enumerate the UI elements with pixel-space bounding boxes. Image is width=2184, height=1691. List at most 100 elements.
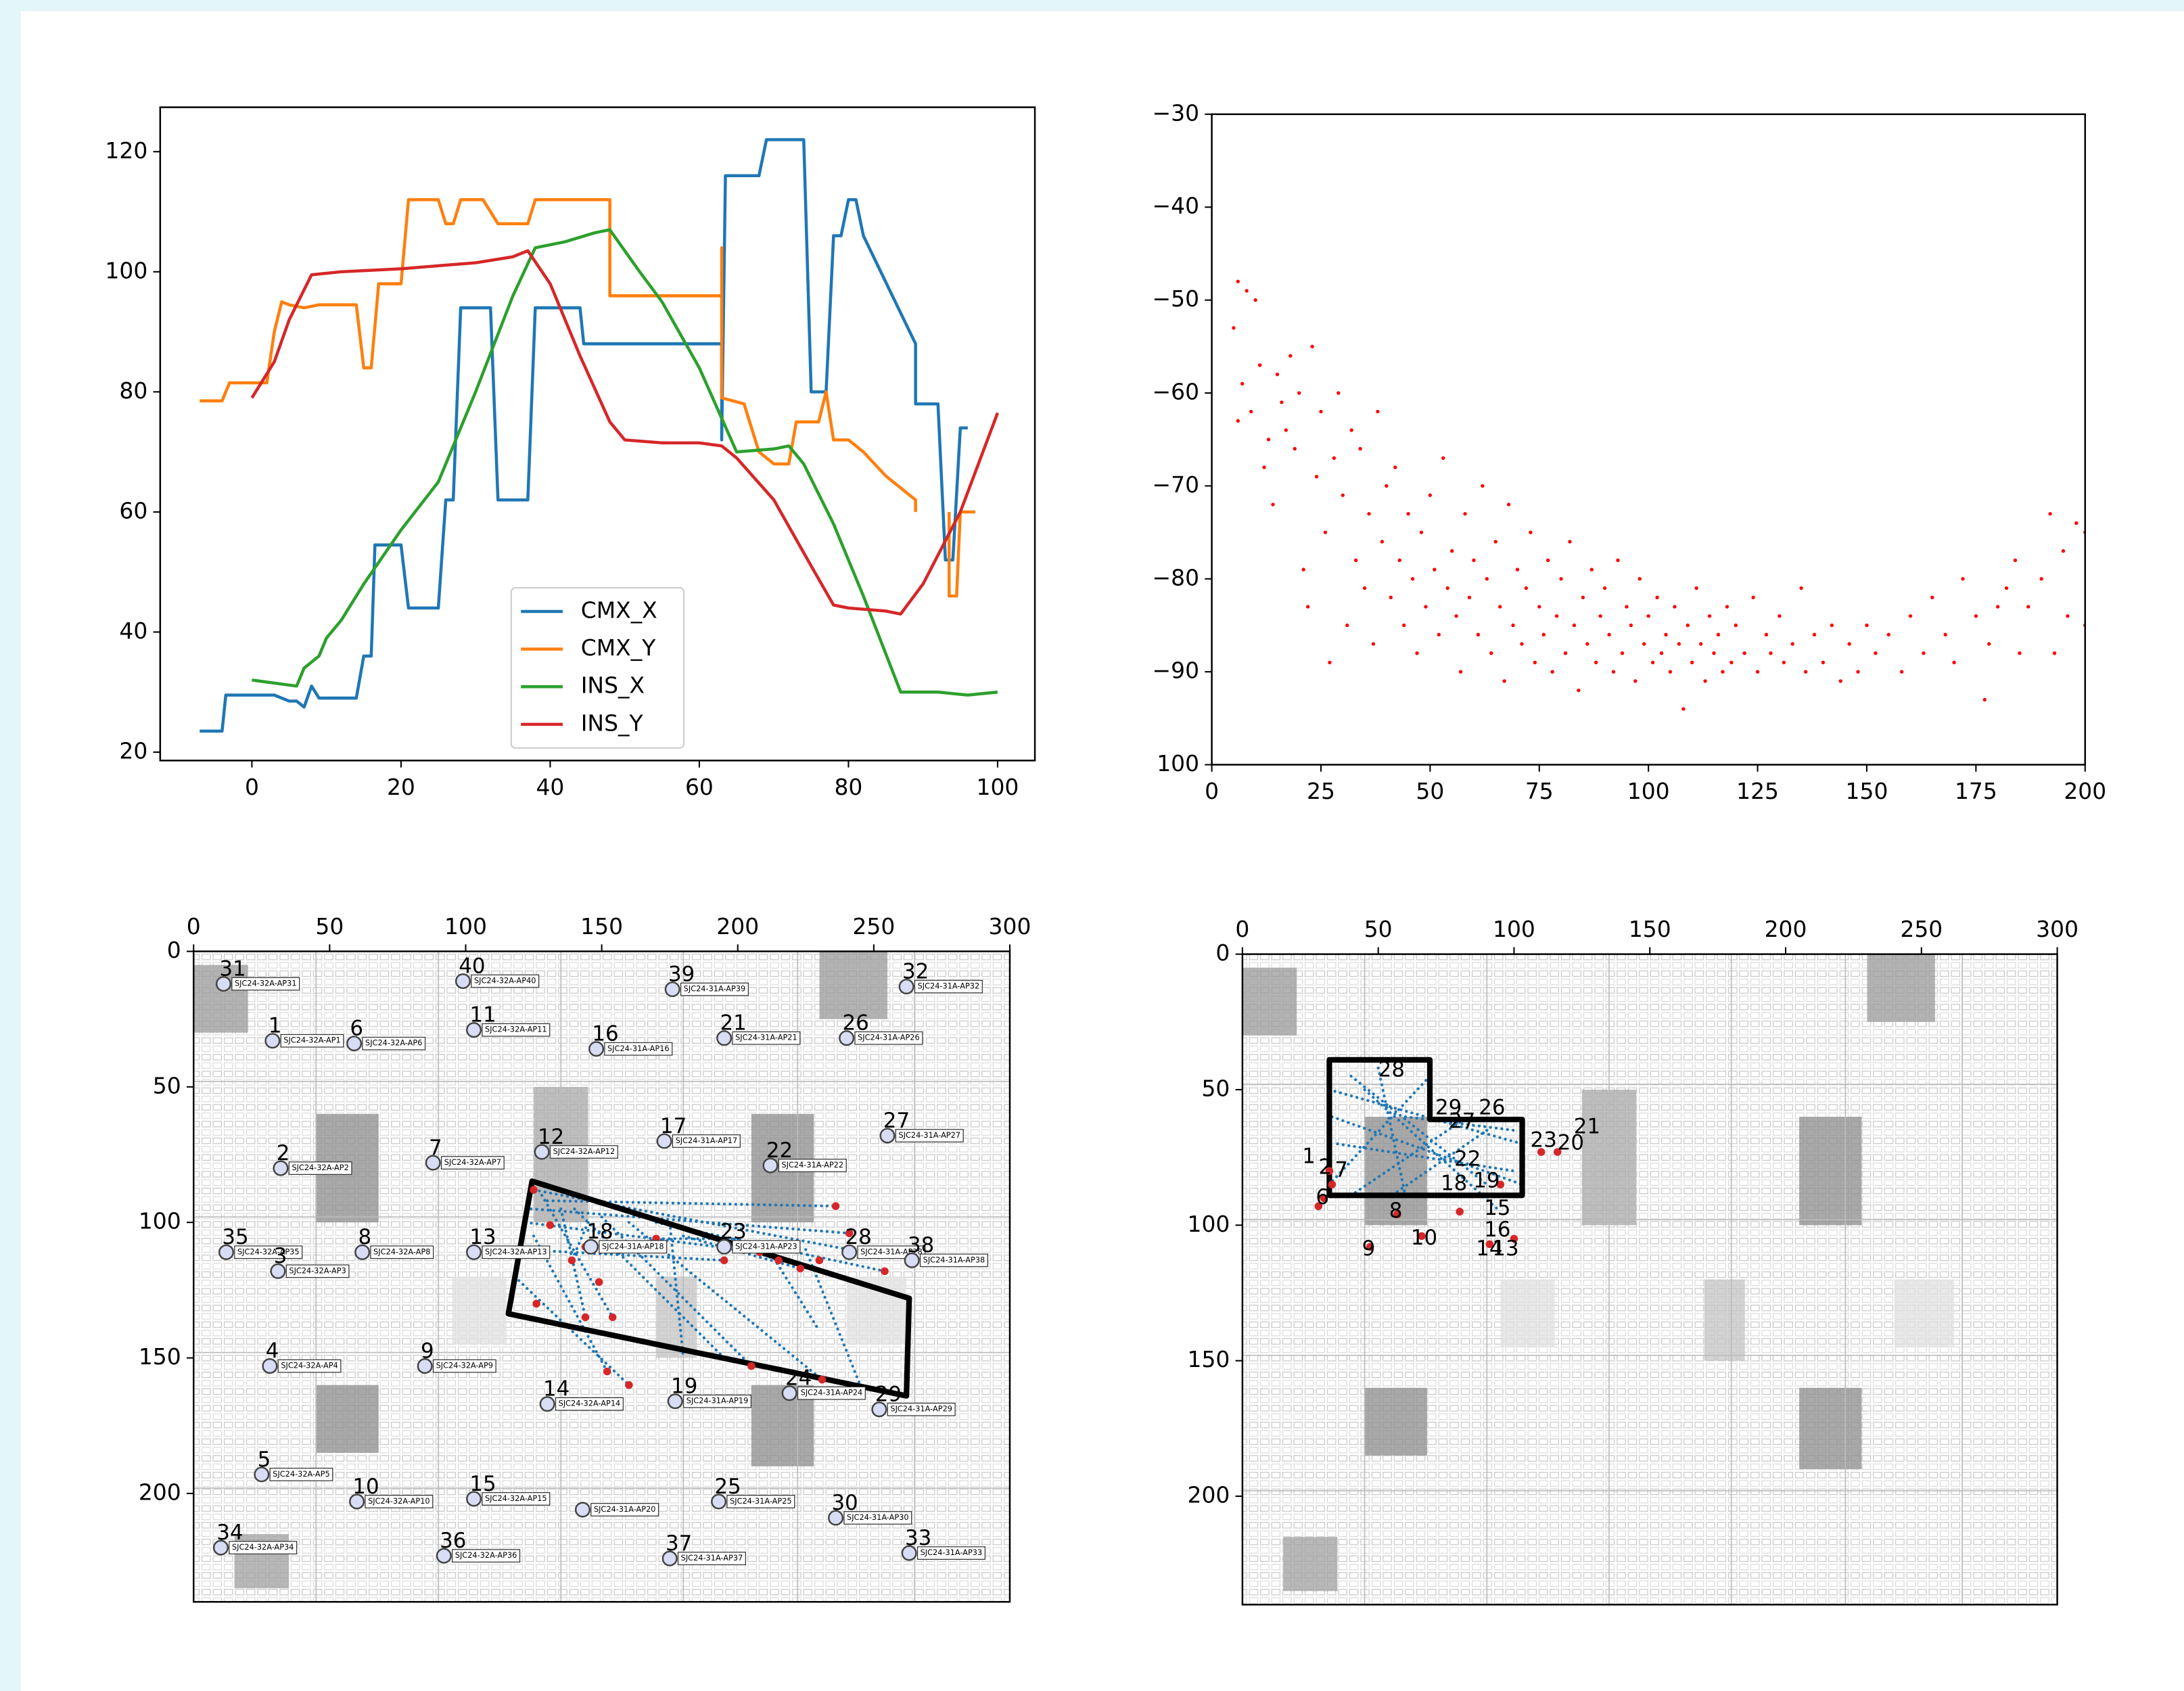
- point: [1974, 614, 1978, 618]
- point: [1441, 457, 1445, 460]
- x-tick-label: 250: [1900, 916, 1943, 942]
- position-point: [603, 1368, 611, 1376]
- point: [1743, 651, 1746, 655]
- floor-room: [1283, 1537, 1337, 1591]
- x-tick-label: 250: [852, 913, 895, 940]
- point: [1284, 428, 1288, 432]
- x-tick-label: 0: [245, 774, 259, 800]
- point: [1345, 624, 1349, 627]
- point: [1647, 614, 1650, 618]
- point: [1489, 651, 1493, 655]
- point: [1996, 605, 1999, 608]
- point: [1358, 447, 1362, 450]
- point: [1546, 559, 1550, 562]
- point: [1778, 614, 1781, 618]
- ap-icon: [576, 1503, 590, 1517]
- point: [1402, 624, 1405, 627]
- point: [1686, 624, 1690, 627]
- point: [1839, 679, 1842, 682]
- x-tick-label: 0: [187, 913, 201, 940]
- y-tick-label: −30: [1153, 99, 1200, 126]
- point: [1791, 642, 1794, 645]
- ap-number: 10: [352, 1475, 379, 1499]
- point: [2014, 559, 2017, 562]
- y-tick-label: 100: [1157, 750, 1199, 777]
- y-tick-label: 50: [1201, 1075, 1230, 1101]
- point: [1573, 624, 1576, 627]
- point-number: 22: [1454, 1147, 1481, 1172]
- ap-label: SJC24-32A-AP5: [273, 1469, 329, 1479]
- point: [1721, 670, 1724, 673]
- point-number: 21: [1574, 1115, 1600, 1139]
- point-number: 8: [1389, 1199, 1403, 1223]
- point-number: 26: [1479, 1096, 1505, 1120]
- point: [1673, 605, 1676, 608]
- y-tick-label: 80: [119, 377, 147, 404]
- point: [1638, 577, 1642, 580]
- ap-number: 13: [469, 1225, 496, 1249]
- ap-number: 27: [883, 1109, 910, 1133]
- point: [1393, 465, 1397, 469]
- point: [1297, 391, 1301, 394]
- point: [1276, 373, 1279, 376]
- point-number: 2: [1318, 1155, 1332, 1180]
- point: [1437, 633, 1441, 636]
- x-tick-label: 75: [1525, 778, 1554, 804]
- ap-number: 14: [543, 1377, 570, 1402]
- x-tick-label: 100: [1627, 778, 1670, 804]
- legend-label: INS_X: [581, 672, 645, 699]
- point: [1642, 642, 1646, 645]
- position-point: [747, 1362, 756, 1370]
- point: [1717, 633, 1720, 636]
- x-tick-label: 150: [1629, 916, 1671, 942]
- y-tick-label: 150: [1187, 1346, 1230, 1372]
- point: [1306, 605, 1309, 608]
- point: [1332, 457, 1336, 460]
- position-point: [582, 1314, 590, 1322]
- point: [1236, 279, 1240, 283]
- point-number: 19: [1473, 1169, 1500, 1193]
- point: [1751, 596, 1755, 599]
- legend-label: CMX_X: [581, 597, 657, 624]
- y-tick-label: −90: [1153, 657, 1200, 684]
- point: [2053, 651, 2056, 655]
- point: [1712, 651, 1715, 655]
- plot-area: 282926272320212219181276815169101413: [1242, 954, 2058, 1605]
- floor-room: [1867, 954, 1935, 1022]
- point: [1446, 586, 1449, 590]
- y-tick-label: −40: [1153, 193, 1200, 219]
- x-tick-label: 50: [1364, 916, 1393, 942]
- x-tick-label: 20: [387, 774, 415, 800]
- point-number: 15: [1484, 1196, 1510, 1220]
- point: [2026, 605, 2030, 608]
- ap-number: 19: [671, 1374, 697, 1399]
- point: [1922, 651, 1925, 655]
- point: [1599, 614, 1602, 618]
- point: [1577, 689, 1580, 692]
- x-tick-label: 300: [989, 913, 1031, 940]
- ap-label: SJC24-32A-AP8: [373, 1247, 430, 1256]
- point: [1660, 651, 1663, 655]
- ap-number: 39: [668, 963, 695, 987]
- floor-room: [1895, 1279, 1954, 1347]
- point: [1603, 586, 1606, 590]
- point: [1695, 586, 1698, 590]
- point: [1240, 382, 1244, 386]
- x-tick-label: 200: [1765, 916, 1807, 942]
- floor-room: [1500, 1279, 1554, 1347]
- y-tick-label: −50: [1153, 285, 1200, 312]
- point: [1944, 633, 1947, 636]
- ap-number: 29: [875, 1383, 902, 1407]
- point: [1380, 540, 1384, 543]
- point: [1655, 596, 1658, 599]
- ap-number: 15: [469, 1472, 496, 1496]
- point: [1537, 605, 1541, 608]
- y-tick-label: 20: [119, 737, 147, 764]
- point: [1594, 661, 1598, 664]
- position-point: [1456, 1208, 1464, 1216]
- ap-number: 8: [358, 1225, 371, 1249]
- point: [1249, 410, 1253, 413]
- point: [1406, 512, 1410, 515]
- ap-label: SJC24-32A-AP2: [292, 1163, 348, 1172]
- point: [1725, 605, 1729, 608]
